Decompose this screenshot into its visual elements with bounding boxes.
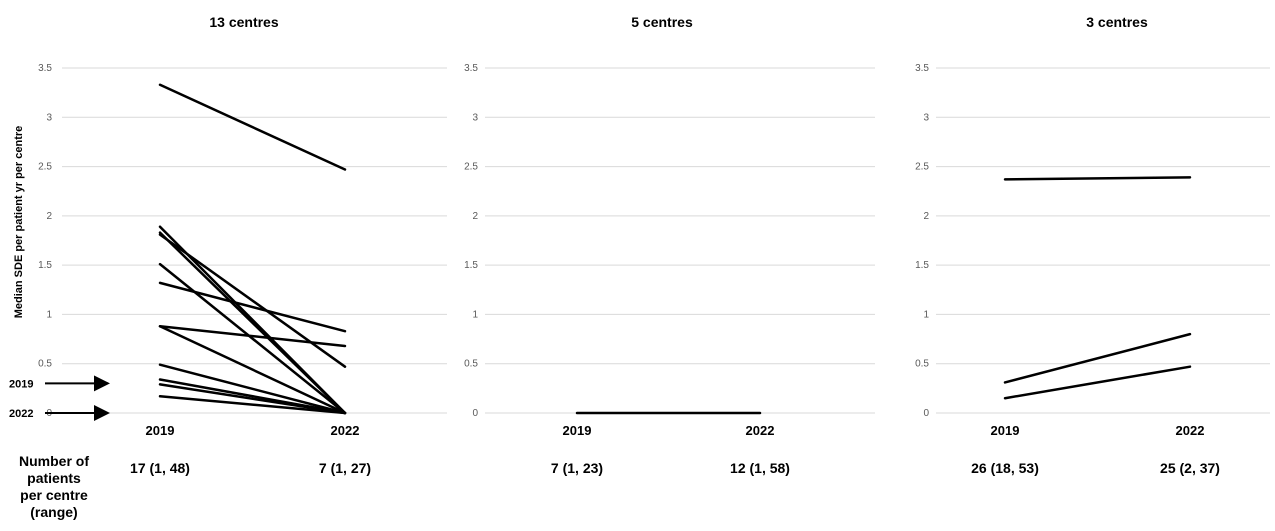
y-tick-label: 2.5 bbox=[38, 162, 52, 173]
patient-count-value: 7 (1, 23) bbox=[551, 460, 603, 476]
series-line bbox=[158, 325, 347, 348]
row-label-line: per centre bbox=[20, 487, 88, 503]
series-line bbox=[158, 363, 347, 415]
patient-count-row-label: Number of patients per centre (range) bbox=[6, 453, 102, 521]
chart-title: 5 centres bbox=[631, 14, 693, 30]
chart-title: 3 centres bbox=[1086, 14, 1148, 30]
y-tick-label: 1 bbox=[472, 309, 478, 320]
series-line bbox=[158, 383, 347, 415]
y-tick-label: 0 bbox=[472, 408, 478, 419]
x-tick-label: 2022 bbox=[1176, 423, 1205, 438]
year-marker-label: 2019 bbox=[9, 378, 33, 390]
y-tick-label: 1.5 bbox=[915, 260, 929, 271]
series-line bbox=[158, 233, 347, 368]
patient-count-value: 26 (18, 53) bbox=[971, 460, 1039, 476]
series-line bbox=[158, 83, 347, 171]
y-tick-label: 0.5 bbox=[464, 359, 478, 370]
series-line bbox=[1003, 176, 1192, 181]
y-tick-label: 3 bbox=[46, 112, 52, 123]
chart-title: 13 centres bbox=[209, 14, 278, 30]
row-label-line: patients bbox=[27, 470, 81, 486]
series-line bbox=[158, 262, 347, 415]
y-axis-label: Median SDE per patient yr per centre bbox=[13, 126, 25, 319]
x-tick-label: 2019 bbox=[563, 423, 592, 438]
patient-count-value: 12 (1, 58) bbox=[730, 460, 790, 476]
y-tick-label: 1 bbox=[923, 309, 929, 320]
patient-count-value: 7 (1, 27) bbox=[319, 460, 371, 476]
y-tick-label: 2 bbox=[923, 211, 929, 222]
patient-count-value: 25 (2, 37) bbox=[1160, 460, 1220, 476]
y-tick-label: 1.5 bbox=[464, 260, 478, 271]
x-tick-label: 2019 bbox=[146, 423, 175, 438]
y-tick-label: 2 bbox=[46, 211, 52, 222]
y-tick-label: 2 bbox=[472, 211, 478, 222]
patient-count-value: 17 (1, 48) bbox=[130, 460, 190, 476]
series-line bbox=[158, 394, 347, 415]
y-tick-label: 3.5 bbox=[38, 63, 52, 74]
y-tick-label: 3.5 bbox=[464, 63, 478, 74]
y-tick-label: 2.5 bbox=[464, 162, 478, 173]
y-tick-label: 1 bbox=[46, 309, 52, 320]
y-tick-label: 1.5 bbox=[38, 260, 52, 271]
row-label-line: (range) bbox=[30, 504, 78, 520]
year-marker-label: 2022 bbox=[9, 408, 33, 420]
series-line bbox=[158, 281, 347, 333]
series-line bbox=[158, 231, 347, 415]
x-tick-label: 2019 bbox=[991, 423, 1020, 438]
y-tick-label: 0 bbox=[923, 408, 929, 419]
x-tick-label: 2022 bbox=[746, 423, 775, 438]
row-label-line: Number of bbox=[19, 453, 89, 469]
y-tick-label: 0.5 bbox=[915, 359, 929, 370]
y-tick-label: 3 bbox=[472, 112, 478, 123]
series-line bbox=[1003, 332, 1192, 384]
series-line bbox=[158, 325, 347, 415]
y-tick-label: 0.5 bbox=[38, 359, 52, 370]
x-tick-label: 2022 bbox=[331, 423, 360, 438]
y-tick-label: 2.5 bbox=[915, 162, 929, 173]
y-tick-label: 3 bbox=[923, 112, 929, 123]
series-line bbox=[1003, 365, 1192, 400]
y-tick-label: 3.5 bbox=[915, 63, 929, 74]
